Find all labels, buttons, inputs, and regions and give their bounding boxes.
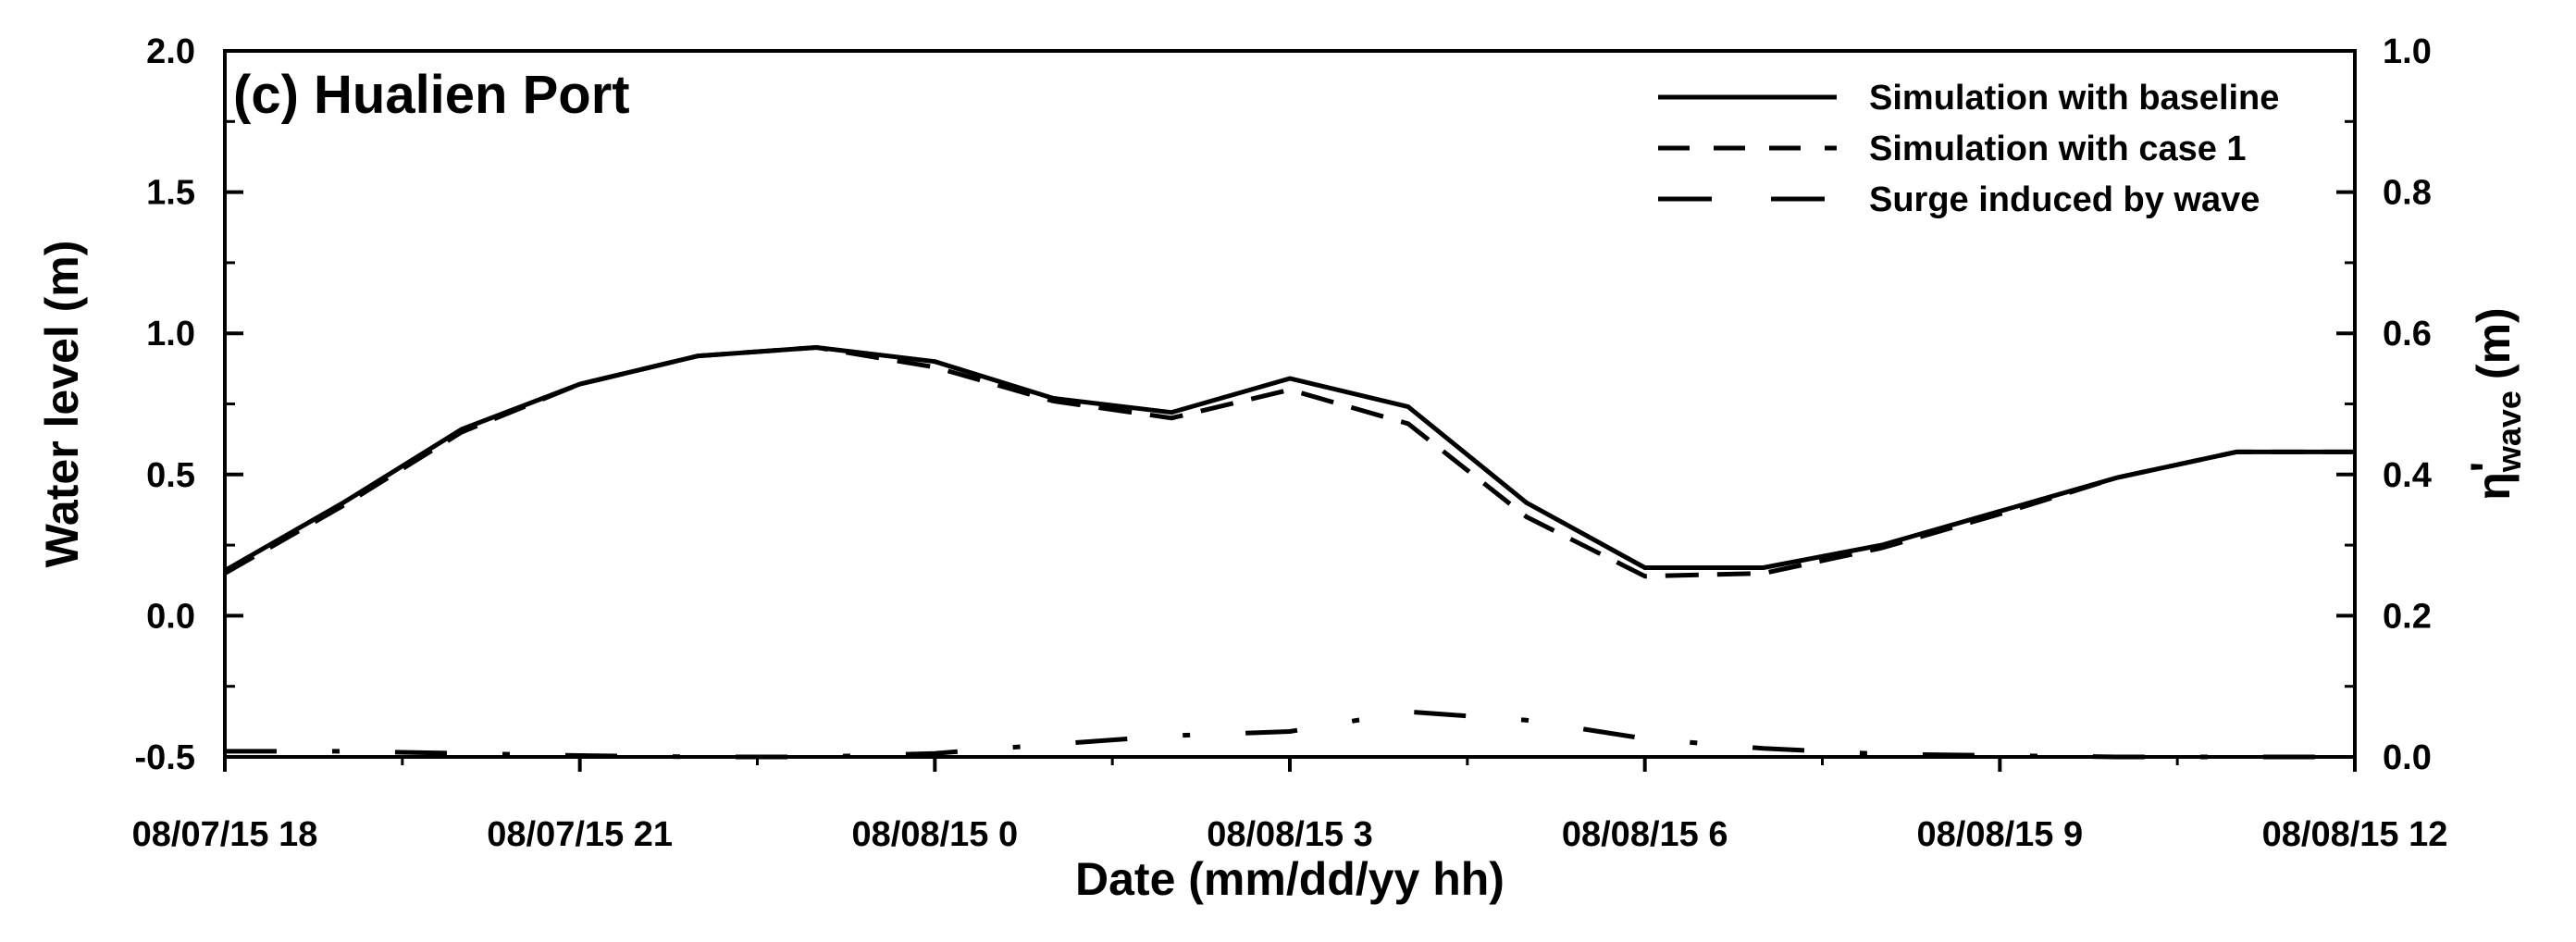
legend-label: Simulation with baseline	[1869, 79, 2279, 118]
y-tick-label: 1.5	[146, 174, 195, 213]
series-line	[223, 345, 2355, 579]
y-tick-label: 1.0	[146, 315, 195, 353]
y-axis-title: Water level (m)	[36, 241, 88, 568]
y2-tick-label: 0.0	[2383, 738, 2432, 777]
x-tick-label: 08/08/15 9	[1917, 815, 2084, 854]
svg-text:ηwave(m): ηwave (m)	[2468, 307, 2528, 500]
plot-frame	[223, 49, 2357, 759]
y2-axis-title-symbol: η	[2468, 472, 2520, 501]
y2-axis-title: ηwave (m) '	[2461, 307, 2528, 500]
chart-title: (c) Hualien Port	[233, 65, 630, 125]
x-tick-label: 08/07/15 18	[132, 815, 318, 854]
legend: Simulation with baseline Simulation with …	[1658, 79, 2279, 219]
legend-label: Surge induced by wave	[1869, 180, 2260, 219]
x-tick-label: 08/08/15 3	[1207, 815, 1373, 854]
y-tick-label: 0.0	[146, 597, 195, 636]
y-tick-label: -0.5	[135, 738, 195, 777]
x-tick-label: 08/08/15 6	[1562, 815, 1728, 854]
y2-axis-title-prime: '	[2461, 462, 2513, 473]
y-tick-label: 2.0	[146, 32, 195, 71]
series-line	[223, 345, 2355, 573]
y2-tick-label: 0.4	[2383, 456, 2432, 495]
y2-axis-title-subscript: wave	[2490, 390, 2528, 473]
y2-tick-label: 1.0	[2383, 32, 2432, 71]
x-axis-title: Date (mm/dd/yy hh)	[1075, 853, 1505, 905]
y2-tick-label: 0.2	[2383, 597, 2432, 636]
legend-label: Simulation with case 1	[1869, 130, 2247, 168]
y2-axis-title-unit: (m)	[2468, 307, 2520, 379]
y2-tick-label: 0.8	[2383, 174, 2432, 213]
x-tick-label: 08/08/15 0	[852, 815, 1019, 854]
y2-tick-label: 0.6	[2383, 315, 2432, 353]
tick-group: -0.5 0.0 0.5 1.0 1.5 2.0 0.0 0.2 0.4 0.6 0.8 1.0 08/…	[132, 32, 2448, 854]
x-tick-label: 08/08/15 12	[2262, 815, 2448, 854]
x-tick-label: 08/07/15 21	[487, 815, 673, 854]
y-tick-label: 0.5	[146, 456, 195, 495]
